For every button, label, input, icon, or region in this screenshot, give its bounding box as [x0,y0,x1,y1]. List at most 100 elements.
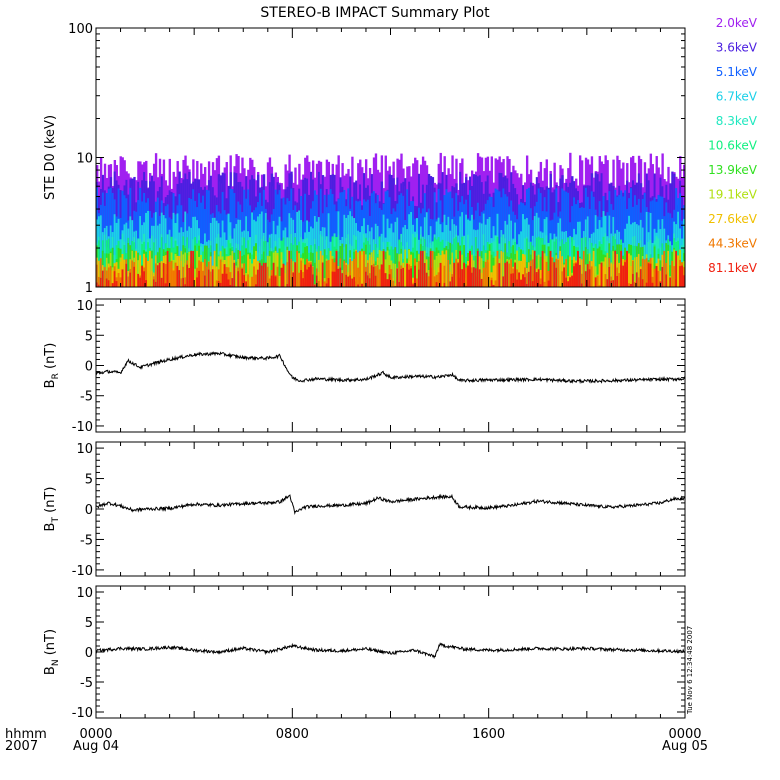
panel-bn: 10 5 0 -5 -10 BN (nT) [43,585,686,721]
spectrum-bar [655,236,658,287]
spectrum-bar [325,260,329,287]
y-axis-title: BN (nT) [43,629,61,675]
spectrum-bar [392,280,395,287]
spectrum-bar [231,278,234,287]
spectrum-bar [651,282,654,287]
y-tick-label: 100 [68,22,93,37]
spectrum-bar [439,262,442,287]
spectrum-bar [251,212,254,287]
spectrum-bar [113,214,117,287]
spectrum-bar [384,273,387,287]
spectrum-bar [647,263,651,287]
spectrum-bar [500,250,503,287]
spectrum-bar [274,276,278,287]
spectrum-bar [135,250,138,287]
spectrum-bar [435,255,439,287]
spectrum-bar [578,264,582,287]
spectrum-bar [628,283,631,287]
spectrum-bar [561,271,564,287]
spectrum-bar [410,268,413,287]
spectrum-bar [268,278,272,287]
spectrum-bar [382,250,385,287]
spectrum-bar [484,261,488,287]
legend-entry: 10.6keV [708,139,758,153]
spectrum-bar [667,250,670,287]
spectrum-bar [410,212,413,287]
y-axis: 10 5 0 -5 -10 [72,299,685,435]
spectrum-bar [323,281,327,287]
spectrum-bar [472,267,476,287]
spectrum-bar [551,257,554,287]
spectrum-bar [506,262,509,287]
spectrum-bar [602,266,605,287]
x-date-label: Aug 05 [662,739,708,754]
spectrum-bar [313,284,317,287]
spectrum-bar [498,263,501,287]
spectrum-bar [386,279,389,287]
spectrum-bar [533,250,536,287]
spectrum-bar [679,266,682,287]
spectrum-bar [394,283,397,287]
spectrum-bar [306,269,309,287]
spectrum-bar [196,277,199,287]
spectrum-bar [341,243,344,287]
y-axis: 10 5 0 -5 -10 [72,586,685,721]
spectrum-bar [184,284,187,287]
spectrum-bar [103,266,107,287]
panel-ste-d0: 1 10 100 STE D0 (keV) [43,22,686,296]
spectrum-bar [154,281,158,287]
spectrum-bar [655,266,658,287]
legend-entry: 6.7keV [716,90,758,104]
spectrum-bar [231,189,234,287]
spectrum-bar [255,256,258,287]
spectrum-bar [121,269,124,287]
x-axis-units-label: hhmm [5,727,47,742]
spectrum-bar [219,282,223,287]
spectrum-bar [516,250,519,287]
spectrum-bar [321,262,325,287]
spectrum-bar [264,263,268,287]
spectrum-bar [412,284,415,287]
spectrum-bar [296,250,299,287]
spectrum-bar [522,254,525,287]
spectrum-bar [620,190,623,287]
spectrum-bar [449,281,452,287]
spectrum-bar [657,270,660,287]
spectrum-bar [186,264,189,287]
spectrum-bar [635,256,639,287]
spectrum-bar [496,250,499,287]
spectrum-bar [471,272,474,287]
spectrum-bar [584,271,588,287]
spectrum-bar [317,271,321,287]
spectrum-bar [282,237,285,287]
spectrum-bar [596,248,600,287]
spectrum-bar [567,255,570,287]
spectrum-bar [276,266,279,287]
spectrum-bar [651,276,654,287]
spectrum-bar [123,259,126,287]
spectrum-bar [203,275,207,287]
spectrum-bar [675,250,678,287]
spectrum-bar [333,271,336,287]
y-tick-label: -10 [72,564,93,579]
spectrum-bar [390,269,393,287]
spectrum-bar [467,265,470,287]
spectrum-bar [129,272,132,287]
spectrum-bar [677,255,680,287]
spectrum-bar [580,259,584,287]
spectrum-bar [217,269,221,287]
spectrum-bar [107,280,111,287]
spectrum-bar [288,250,291,287]
spectrum-bar [516,279,519,287]
legend-entry: 5.1keV [716,65,758,79]
spectrum-bar [378,269,382,287]
spectrum-bar [653,268,656,287]
spectrum-bar [182,277,185,287]
y-tick-label: -5 [80,533,93,548]
spectrum-bar [516,269,519,287]
spectrum-bar [610,263,613,287]
spectrum-bar [192,250,195,287]
spectrum-bar [645,282,649,287]
spectrum-bar [631,260,635,287]
